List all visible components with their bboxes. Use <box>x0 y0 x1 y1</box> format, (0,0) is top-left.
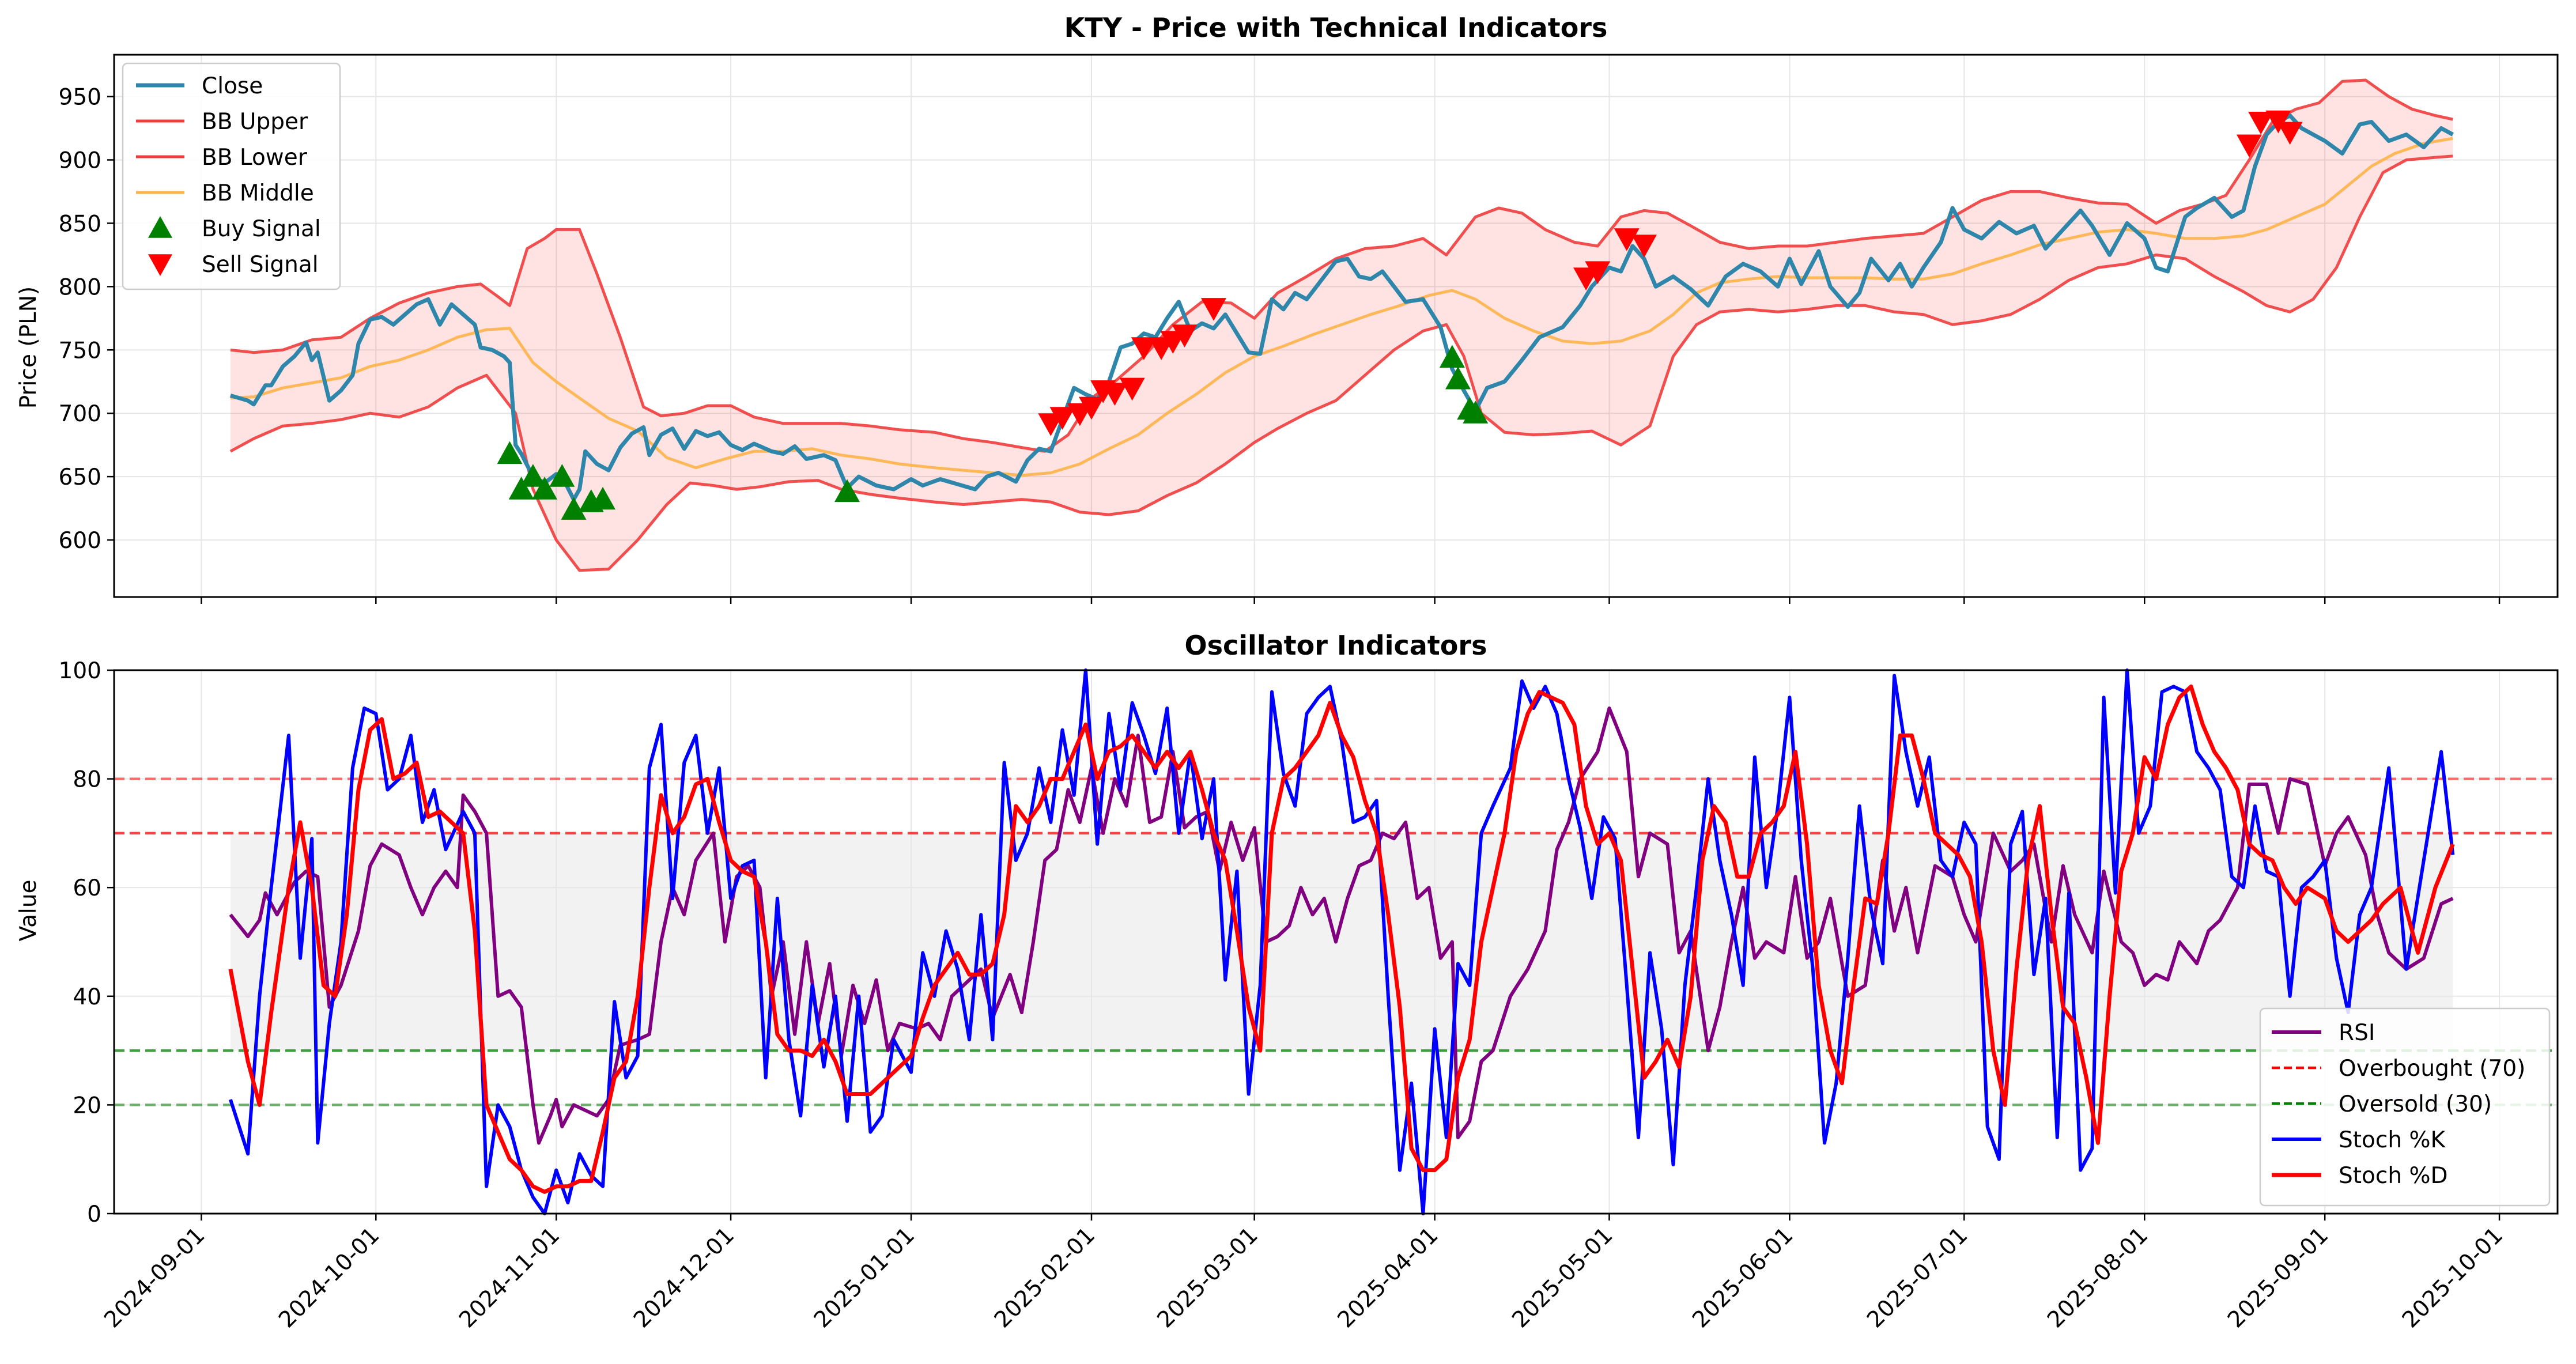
stoch-d-legend-label: Stoch %D <box>2339 1163 2448 1189</box>
buy-signal-marker <box>532 477 558 500</box>
close-line <box>229 114 2454 502</box>
sell-signal-marker <box>1201 298 1226 321</box>
price-y-axis-label: Price (PLN) <box>16 286 41 409</box>
date-x-tick-label: 2024-09-01 <box>99 1222 210 1333</box>
oscillator-y-tick-label: 60 <box>73 875 101 901</box>
stoch-k-legend-label: Stoch %K <box>2339 1127 2446 1153</box>
date-x-tick-label: 2024-10-01 <box>274 1222 384 1333</box>
price-plot-frame <box>113 54 2559 598</box>
rsi-legend-label: RSI <box>2339 1020 2375 1046</box>
sell-signal-marker <box>1585 261 1611 284</box>
price-y-tick-label: 700 <box>59 401 101 427</box>
oscillator-plot-frame <box>113 669 2559 1215</box>
price-y-ticks: 600 650 700 750 800 850 900 950 <box>59 85 114 554</box>
sell-signal-marker <box>1119 377 1145 401</box>
buy-signal-marker <box>1445 366 1471 390</box>
bb-middle-legend-label: BB Middle <box>202 180 314 206</box>
oversold-30-legend-label: Oversold (30) <box>2339 1091 2492 1117</box>
oscillator-y-tick-label: 100 <box>59 658 101 684</box>
bb-upper-line <box>230 78 2453 453</box>
sell-signal-marker <box>2277 122 2303 145</box>
oscillator-y-axis-label: Value <box>16 879 41 941</box>
buy-signal-marker <box>590 486 615 510</box>
price-y-tick-label: 600 <box>59 528 101 554</box>
oscillator-legend: RSI Overbought (70) Oversold (30) Stoch %K S… <box>2259 1007 2551 1207</box>
bb-lower-line <box>229 154 2453 572</box>
buy-signal-marker <box>508 477 534 500</box>
price-y-tick-label: 950 <box>59 85 101 111</box>
date-x-tick-label: 2025-04-01 <box>1333 1222 1444 1333</box>
sell-signal-legend-swatch <box>148 254 172 276</box>
buy-signal-marker <box>520 464 546 487</box>
date-x-tick-label: 2025-07-01 <box>1862 1222 1973 1333</box>
sell-signal-marker <box>2236 134 2262 158</box>
oscillator-y-ticks: 0 20 40 60 80 100 <box>59 658 114 1227</box>
price-y-tick-label: 900 <box>59 148 101 173</box>
oscillator-panel: Oscillator Indicators Value 0 20 40 60 80 100… <box>16 630 2559 1333</box>
buy-signal-legend-label: Buy Signal <box>202 216 321 242</box>
oscillator-y-tick-label: 0 <box>87 1201 101 1227</box>
date-x-tick-label: 2024-12-01 <box>629 1222 739 1333</box>
sell-signal-marker <box>1131 337 1157 360</box>
price-y-tick-label: 750 <box>59 338 101 364</box>
oscillator-series-lines <box>228 668 2455 1215</box>
buy-signal-marker <box>497 441 523 464</box>
bb-upper-legend-label: BB Upper <box>202 109 308 135</box>
price-y-tick-label: 800 <box>59 274 101 300</box>
date-x-tick-label: 2025-06-01 <box>1687 1222 1798 1333</box>
oscillator-y-tick-label: 80 <box>73 767 101 793</box>
bb-lower-legend-label: BB Lower <box>202 145 308 171</box>
date-x-tick-label: 2025-01-01 <box>809 1222 920 1333</box>
neutral-band <box>230 833 2453 1051</box>
buy-signal-marker <box>834 479 860 502</box>
buy-signal-marker <box>1439 345 1465 368</box>
oscillator-panel-title: Oscillator Indicators <box>1185 630 1487 661</box>
sell-signal-marker <box>1079 396 1104 420</box>
sell-signal-marker <box>1614 228 1640 251</box>
oscillator-y-tick-label: 20 <box>73 1093 101 1119</box>
sell-signal-legend-label: Sell Signal <box>202 252 319 278</box>
bb-middle-line <box>230 137 2453 477</box>
price-panel-title: KTY - Price with Technical Indicators <box>1064 12 1608 43</box>
date-x-tick-label: 2025-09-01 <box>2223 1222 2333 1333</box>
price-series-lines <box>229 78 2454 572</box>
price-legend: Close BB Upper BB Lower BB Middle Buy Signal… <box>122 62 341 290</box>
sell-signal-marker <box>1172 324 1198 347</box>
buy-signal-marker <box>549 464 575 487</box>
date-x-tick-label: 2025-02-01 <box>989 1222 1100 1333</box>
date-x-tick-label: 2025-05-01 <box>1507 1222 1618 1333</box>
overbought-70-legend-label: Overbought (70) <box>2339 1056 2525 1082</box>
threshold-lines <box>114 777 2558 1106</box>
close-legend-label: Close <box>202 73 263 99</box>
sell-signal-marker <box>1631 235 1657 258</box>
date-x-ticks: 2024-09-01 2024-10-01 2024-11-01 2024-12-01… <box>99 1214 2508 1333</box>
sell-signal-marker <box>1049 407 1075 430</box>
buy-signal-legend-swatch <box>148 216 172 238</box>
buy-signal-marker <box>561 497 587 520</box>
price-y-tick-label: 850 <box>59 211 101 237</box>
date-x-tick-label: 2024-11-01 <box>454 1222 565 1333</box>
sell-signal-marker <box>2248 111 2274 135</box>
sell-signal-marker <box>1102 383 1128 406</box>
signal-markers <box>497 110 2303 520</box>
date-x-tick-label: 2025-08-01 <box>2042 1222 2153 1333</box>
oscillator-legend-box <box>2259 1007 2551 1207</box>
date-x-tick-label: 2025-03-01 <box>1153 1222 1263 1333</box>
price-y-tick-label: 650 <box>59 464 101 490</box>
neutral-band-area <box>230 833 2453 1051</box>
price-panel: KTY - Price with Technical Indicators Pr… <box>16 12 2559 604</box>
price-x-ticks <box>201 597 2501 604</box>
date-x-tick-label: 2025-10-01 <box>2397 1222 2508 1333</box>
price-grid <box>114 55 2558 597</box>
buy-signal-marker <box>1463 400 1489 424</box>
stoch-d-line <box>228 684 2455 1194</box>
oscillator-y-tick-label: 40 <box>73 984 101 1010</box>
